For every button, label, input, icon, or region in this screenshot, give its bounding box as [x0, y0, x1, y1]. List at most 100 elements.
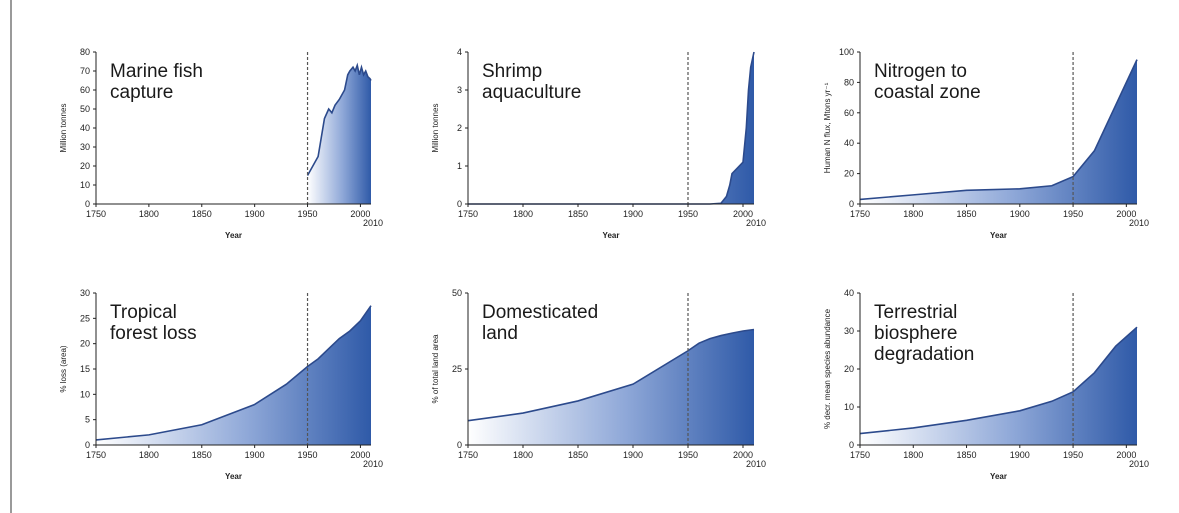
x-tick-label: 1850 — [957, 450, 977, 460]
y-tick-label: 20 — [80, 161, 90, 171]
y-tick-label: 30 — [844, 326, 854, 336]
series-line — [859, 59, 1138, 201]
y-tick-label: 10 — [80, 389, 90, 399]
left-divider-line — [10, 0, 12, 513]
y-tick-label: 25 — [452, 364, 462, 374]
x-tick-label: 2000 — [1116, 450, 1136, 460]
chart-title-line: Tropical — [110, 302, 177, 323]
chart-title-line: biosphere — [874, 323, 957, 344]
x-tick-label: 1950 — [678, 209, 698, 219]
x-tick-label: 2000 — [350, 209, 370, 219]
series-line — [306, 62, 372, 176]
y-tick-label: 60 — [844, 108, 854, 118]
y-axis-label: Million tonnes — [431, 104, 440, 153]
series-line — [467, 328, 755, 422]
x-tick-label: 1900 — [1010, 209, 1030, 219]
x-tick-label: 1800 — [513, 450, 533, 460]
series-area — [860, 59, 1137, 204]
x-tick-label: 1750 — [850, 450, 870, 460]
chart-panel-1: 0 10 20 30 40 50 60 70 80 1750 1800 1850 1900 1950 200… — [59, 47, 383, 240]
series-area — [307, 65, 371, 204]
chart-title-line: Terrestrial — [874, 302, 957, 323]
x-tick-label: 2000 — [350, 450, 370, 460]
y-tick-label: 50 — [80, 104, 90, 114]
x-tick-label: 1800 — [513, 209, 533, 219]
y-tick-label: 0 — [85, 440, 90, 450]
x-tick-label: 1750 — [86, 209, 106, 219]
chart-title-line: Shrimp — [482, 61, 542, 82]
x-axis-label: Year — [225, 472, 242, 481]
chart-title-line: coastal zone — [874, 82, 981, 103]
y-tick-label: 0 — [849, 440, 854, 450]
y-tick-label: 0 — [457, 440, 462, 450]
y-tick-label: 20 — [80, 339, 90, 349]
y-tick-label: 40 — [80, 123, 90, 133]
y-tick-label: 0 — [85, 199, 90, 209]
x-tick-label: 1950 — [1063, 209, 1083, 219]
chart-title-line: degradation — [874, 344, 974, 365]
x-tick-label: 1750 — [850, 209, 870, 219]
x-tick-label-end: 2010 — [1129, 218, 1149, 228]
y-tick-label: 70 — [80, 66, 90, 76]
x-tick-label-end: 2010 — [363, 459, 383, 469]
y-tick-label: 15 — [80, 364, 90, 374]
y-tick-label: 25 — [80, 313, 90, 323]
y-tick-label: 2 — [457, 123, 462, 133]
x-tick-label: 1900 — [1010, 450, 1030, 460]
x-tick-label: 1800 — [903, 450, 923, 460]
x-tick-label: 1800 — [903, 209, 923, 219]
chart-title-line: Domesticated — [482, 302, 598, 323]
series-area — [860, 327, 1137, 445]
x-tick-label: 1900 — [245, 450, 265, 460]
y-axis-label: % loss (area) — [59, 345, 68, 392]
y-tick-label: 100 — [839, 47, 854, 57]
y-axis-label: Human N flux, Mtons yr⁻¹ — [823, 82, 832, 173]
y-tick-label: 40 — [844, 138, 854, 148]
y-tick-label: 80 — [844, 77, 854, 87]
chart-panel-4: 0 5 10 15 20 25 30 1750 1800 1850 1900 1950 20002010… — [59, 288, 383, 481]
series-area — [96, 305, 371, 445]
chart-title-line: land — [482, 323, 518, 344]
y-tick-label: 10 — [844, 402, 854, 412]
y-tick-label: 20 — [844, 169, 854, 179]
chart-title-line: forest loss — [110, 323, 197, 344]
y-tick-label: 30 — [80, 288, 90, 298]
chart-panel-3: 0 20 40 60 80 100 1750 1800 1850 1900 1950 20002010… — [823, 47, 1149, 240]
y-axis-label: Million tonnes — [59, 104, 68, 153]
x-tick-label: 1800 — [139, 209, 159, 219]
x-tick-label: 2000 — [1116, 209, 1136, 219]
y-tick-label: 30 — [80, 142, 90, 152]
y-tick-label: 1 — [457, 161, 462, 171]
x-tick-label: 1950 — [298, 450, 318, 460]
x-tick-label: 1850 — [957, 209, 977, 219]
x-tick-label: 2000 — [733, 450, 753, 460]
x-tick-label: 1850 — [568, 450, 588, 460]
x-tick-label: 2000 — [733, 209, 753, 219]
x-axis-label: Year — [603, 231, 620, 240]
x-tick-label: 1950 — [1063, 450, 1083, 460]
y-tick-label: 60 — [80, 85, 90, 95]
x-tick-label: 1800 — [139, 450, 159, 460]
x-tick-label-end: 2010 — [1129, 459, 1149, 469]
x-tick-label: 1950 — [298, 209, 318, 219]
x-tick-label: 1950 — [678, 450, 698, 460]
y-tick-label: 0 — [457, 199, 462, 209]
x-tick-label: 1850 — [192, 450, 212, 460]
y-tick-label: 4 — [457, 47, 462, 57]
x-axis-label: Year — [990, 472, 1007, 481]
x-axis-label: Year — [990, 231, 1007, 240]
series-line — [468, 51, 755, 205]
y-tick-label: 0 — [849, 199, 854, 209]
x-tick-label: 1750 — [86, 450, 106, 460]
x-tick-label: 1750 — [458, 450, 478, 460]
x-tick-label: 1900 — [623, 450, 643, 460]
series-area — [468, 329, 754, 445]
y-tick-label: 10 — [80, 180, 90, 190]
chart-title-line: capture — [110, 82, 173, 103]
y-axis-label: % decr. mean species abundance — [823, 308, 832, 429]
x-tick-label: 1850 — [568, 209, 588, 219]
